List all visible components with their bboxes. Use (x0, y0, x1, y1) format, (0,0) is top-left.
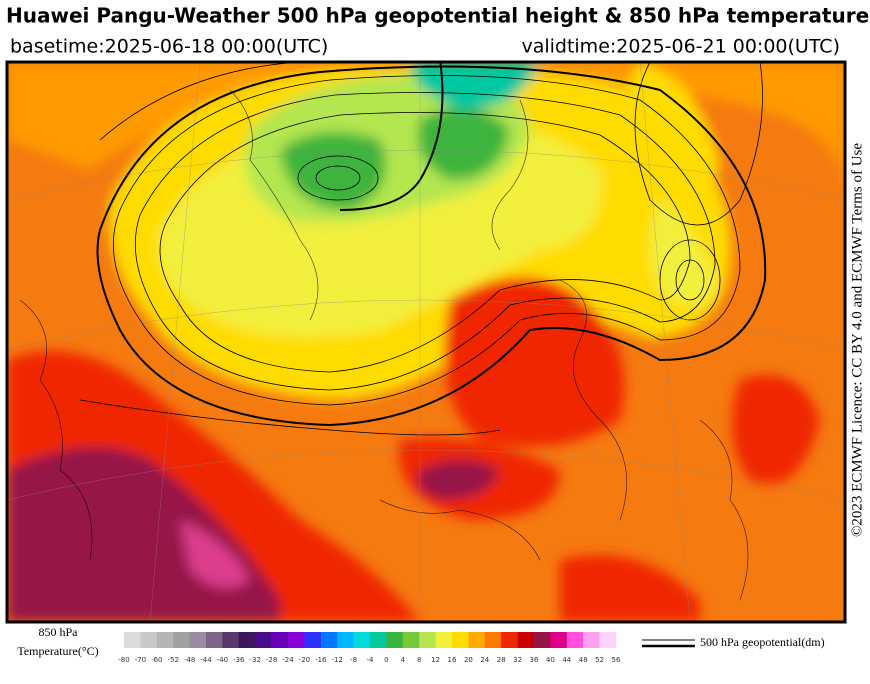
basetime: basetime:2025-06-18 00:00(UTC) (10, 36, 328, 58)
colorbar-swatch (304, 632, 322, 648)
colorbar-swatch (435, 632, 453, 648)
colorbar-swatch (353, 632, 371, 648)
colorbar-tick-label: -36 (233, 656, 245, 664)
colorbar-tick-label: -48 (184, 656, 195, 664)
colorbar-tick-label: -24 (282, 656, 294, 664)
legend-label: 500 hPa geopotential(dm) (700, 635, 825, 649)
colorbar-swatch (517, 632, 535, 648)
colorbar-tick-label: 36 (530, 656, 539, 664)
colorbar-tick-label: 52 (595, 656, 604, 664)
colorbar-tick-label: 40 (546, 656, 555, 664)
colorbar-swatch (550, 632, 568, 648)
colorbar-swatch (386, 632, 404, 648)
colorbar-tick-label: 28 (497, 656, 506, 664)
colorbar-swatch (452, 632, 469, 648)
colorbar-swatch (566, 632, 584, 648)
legend-label: Temperature(°C) (17, 644, 98, 658)
colorbar-swatch (222, 632, 240, 648)
colorbar-tick-label: -52 (167, 656, 178, 664)
colorbar-tick-label: 0 (384, 656, 388, 664)
colorbar-tick-label: -70 (135, 656, 146, 664)
colorbar: -80 -70 -60 -52 -48 -44 -40 -36 -32 -28 -24 -20 -16-… (118, 632, 621, 664)
colorbar-tick-label: -8 (350, 656, 357, 664)
colorbar-swatch (419, 632, 436, 648)
colorbar-tick-label: -16 (315, 656, 327, 664)
colorbar-swatch (238, 632, 256, 648)
colorbar-tick-label: 56 (612, 656, 621, 664)
colorbar-tick-label: 32 (513, 656, 522, 664)
colorbar-tick-label: 24 (480, 656, 489, 664)
colorbar-swatch (501, 632, 518, 648)
legend-label: 850 hPa (39, 625, 79, 639)
colorbar-tick-label: -12 (331, 656, 342, 664)
colorbar-tick-label: 20 (464, 656, 473, 664)
colorbar-swatch (534, 632, 551, 648)
colorbar-swatch (140, 632, 158, 648)
colorbar-swatch (156, 632, 174, 648)
colorbar-tick-label: 44 (562, 656, 571, 664)
title: Huawei Pangu-Weather 500 hPa geopotentia… (6, 4, 869, 28)
colorbar-swatch (189, 632, 207, 648)
license: ©2023 ECMWF Licence: CC BY 4.0 and ECMWF… (849, 143, 865, 537)
colorbar-swatch (271, 632, 289, 648)
colorbar-swatch (402, 632, 420, 648)
colorbar-swatch (599, 632, 617, 648)
colorbar-swatch (583, 632, 600, 648)
colorbar-tick-label: 12 (431, 656, 440, 664)
colorbar-tick-label: -60 (151, 656, 162, 664)
colorbar-tick-label: 8 (417, 656, 421, 664)
colorbar-swatch (206, 632, 223, 648)
colorbar-swatch (288, 632, 305, 648)
map-frame (5, 60, 847, 624)
colorbar-swatch (255, 632, 272, 648)
colorbar-tick-label: -20 (299, 656, 310, 664)
colorbar-tick-label: 4 (401, 656, 406, 664)
colorbar-tick-label: -4 (367, 656, 375, 664)
colorbar-swatch (484, 632, 502, 648)
colorbar-swatch (320, 632, 338, 648)
validtime: validtime:2025-06-21 00:00(UTC) (521, 36, 840, 58)
colorbar-tick-label: 48 (579, 656, 588, 664)
colorbar-tick-label: -40 (217, 656, 228, 664)
colorbar-tick-label: -80 (118, 656, 129, 664)
colorbar-swatch (337, 632, 354, 648)
colorbar-tick-label: -32 (249, 656, 260, 664)
colorbar-swatch (370, 632, 387, 648)
colorbar-swatch (173, 632, 190, 648)
colorbar-tick-label: 16 (448, 656, 457, 664)
colorbar-swatch (468, 632, 486, 648)
colorbar-swatch (124, 632, 141, 648)
colorbar-tick-label: -44 (200, 656, 212, 664)
colorbar-tick-label: -28 (266, 656, 277, 664)
map (7, 62, 845, 622)
